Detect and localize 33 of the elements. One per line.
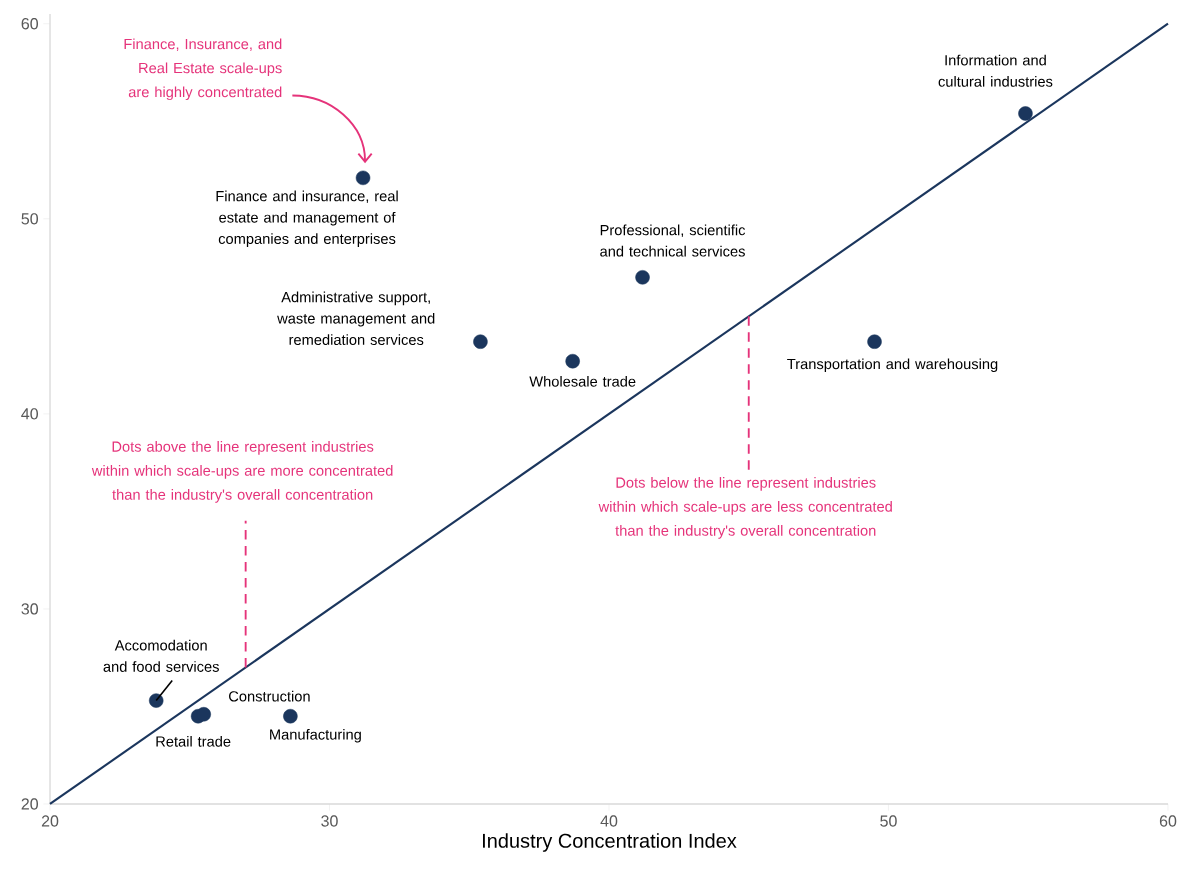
x-tick-label: 40 (600, 815, 618, 827)
point (1018, 106, 1033, 121)
point (473, 334, 488, 349)
text: Finance and insurance, real estate and management of companies and enterprises (216, 190, 398, 247)
series-label: Wholesale trade (529, 375, 636, 387)
series-label: Retail trade (156, 735, 231, 747)
y-tick-label: 30 (21, 603, 39, 615)
annotation: Dots above the line represent industries within which scale-ups are more concentrated than the industry's overall concentration (91, 441, 393, 503)
series-label: Construction (229, 690, 310, 702)
point (149, 693, 164, 708)
x-tick-label: 50 (880, 815, 897, 827)
text: Professional, scientific and technical services (600, 224, 746, 257)
x-axis-title: Industry Concentration Index (482, 833, 737, 852)
x-tick-label: 60 (1159, 815, 1177, 827)
point (565, 354, 580, 369)
y-tick-label: 40 (21, 408, 39, 420)
point (196, 707, 211, 722)
point (355, 170, 371, 186)
text: Accomodation and food services (103, 639, 219, 672)
y-tick-label: 60 (21, 18, 39, 30)
point (867, 334, 882, 349)
series-label: Transportation and warehousing (787, 358, 998, 373)
point (635, 270, 650, 285)
annotation: Finance, Insurance, and Real Estate scale-ups are highly concentrated (124, 38, 282, 101)
text: Administrative support, waste management and remediation services (277, 291, 435, 345)
y-tick-label: 50 (21, 213, 39, 225)
x-tick-label: 30 (321, 815, 338, 827)
point (283, 709, 298, 724)
x-tick-label: 20 (41, 815, 59, 827)
series-label: Manufacturing (270, 728, 361, 743)
text: Information and cultural industries (938, 54, 1053, 87)
annotation: Dots below the line represent industries within which scale-ups are less concentrated than the industry's overall concentration (598, 477, 892, 539)
y-tick-label: 20 (21, 798, 39, 810)
